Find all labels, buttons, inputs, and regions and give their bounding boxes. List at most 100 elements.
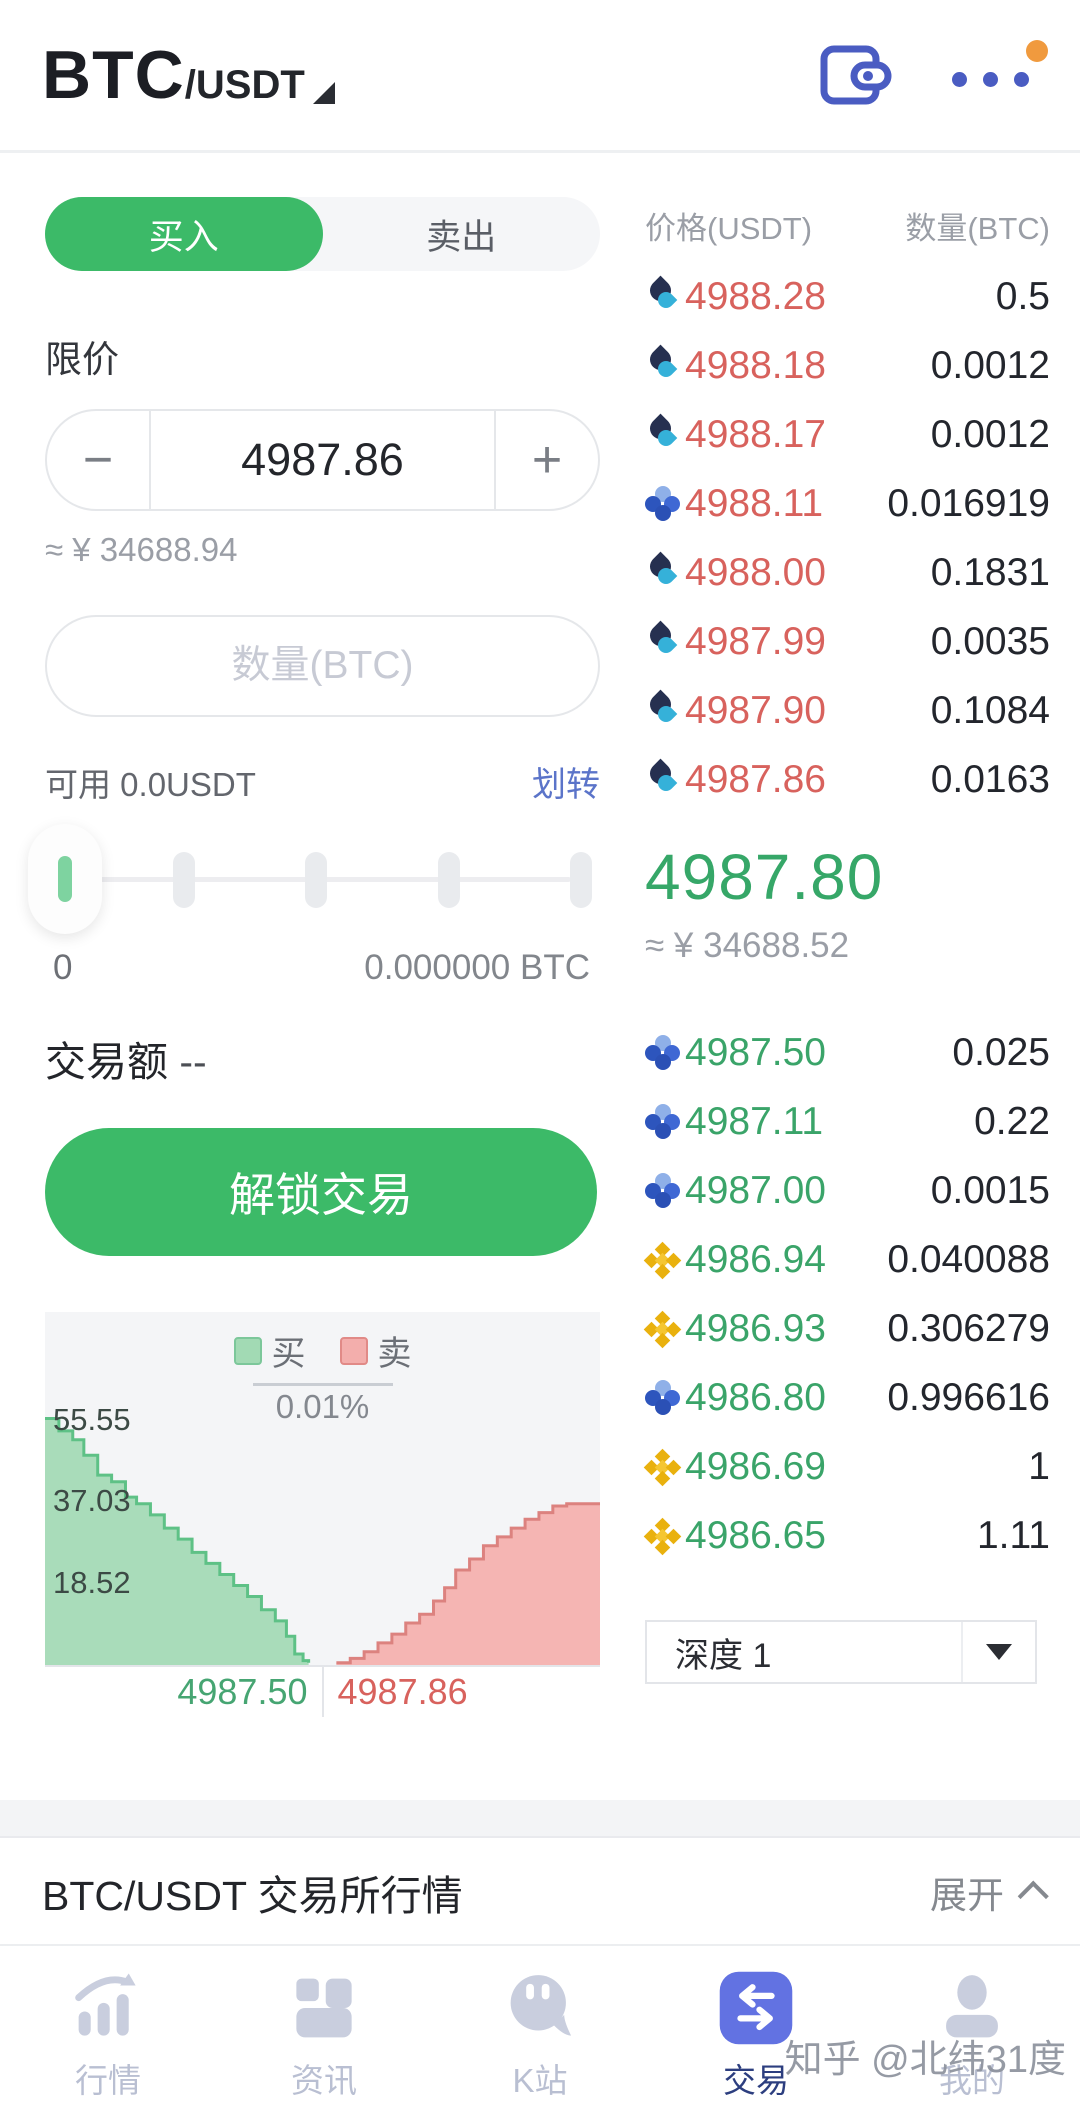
wallet-icon[interactable] (820, 43, 892, 107)
bid-row[interactable]: 4987.11 0.22 (645, 1087, 1050, 1156)
nav-item-trade[interactable]: 交易 (648, 1948, 864, 2099)
binance-icon (643, 1310, 682, 1348)
okex-icon (645, 1034, 681, 1071)
ask-price: 4988.17 (685, 412, 826, 456)
bid-row[interactable]: 4986.93 0.306279 (643, 1294, 1050, 1363)
ask-row[interactable]: 4988.11 0.016919 (645, 469, 1050, 538)
orderbook-amount-header: 数量(BTC) (905, 211, 1050, 246)
slider-thumb[interactable] (28, 824, 102, 934)
bid-amount: 0.306279 (887, 1306, 1050, 1350)
huobi-icon (645, 758, 681, 798)
amount-slider[interactable] (28, 824, 592, 934)
last-price-cny: ≈ ¥ 34688.52 (645, 926, 850, 965)
spread-bracket (252, 1383, 393, 1386)
bid-amount: 1 (1028, 1444, 1050, 1488)
bid-row[interactable]: 4987.50 0.025 (645, 1018, 1050, 1087)
total-label: 交易额 (45, 1039, 168, 1085)
ask-price: 4987.86 (685, 757, 826, 801)
bid-amount: 0.0015 (930, 1168, 1050, 1212)
kstation-icon (510, 1975, 572, 2036)
depth-ytick: 55.55 (53, 1401, 131, 1437)
bid-price: 4986.65 (685, 1513, 826, 1557)
ask-price: 4988.00 (685, 550, 826, 594)
more-menu-icon[interactable] (952, 40, 1048, 110)
bid-row[interactable]: 4986.65 1.11 (643, 1501, 1050, 1570)
ask-row[interactable]: 4988.17 0.0012 (645, 400, 1050, 469)
ask-amount: 0.0163 (930, 757, 1050, 801)
ask-price: 4988.11 (685, 481, 824, 525)
price-cny-estimate: ≈ ¥ 34688.94 (45, 531, 238, 568)
okex-icon (645, 485, 681, 522)
ask-price: 4988.18 (685, 343, 826, 387)
ask-row[interactable]: 4987.99 0.0035 (645, 607, 1050, 676)
exchange-market-title: BTC/USDT 交易所行情 (42, 1873, 463, 1919)
legend-buy-swatch (233, 1336, 262, 1365)
ask-row[interactable]: 4987.90 0.1084 (645, 676, 1050, 745)
buy-sell-tabs: 买入 卖出 (45, 197, 600, 271)
exchange-market-bar: BTC/USDT 交易所行情 展开 (0, 1840, 1080, 1946)
bottom-nav: 行情 资讯 K站 交易 我的 (0, 1948, 1080, 2099)
bid-row[interactable]: 4986.80 0.996616 (645, 1363, 1050, 1432)
pair-selector[interactable]: BTC /USDT (42, 36, 335, 114)
bid-amount: 0.025 (952, 1030, 1050, 1074)
notification-badge (1026, 40, 1048, 62)
slider-tick-75[interactable] (437, 852, 460, 908)
expand-toggle[interactable]: 展开 (930, 1865, 1049, 1919)
transfer-link[interactable]: 划转 (532, 766, 600, 804)
nav-item-profile[interactable]: 我的 (864, 1948, 1080, 2099)
huobi-icon (645, 413, 681, 453)
bid-row[interactable]: 4987.00 0.0015 (645, 1156, 1050, 1225)
pair-suffix-label: /USDT (184, 63, 305, 107)
ask-amount: 0.016919 (887, 481, 1050, 525)
unlock-trade-button[interactable]: 解锁交易 (45, 1128, 597, 1256)
bid-price: 4987.50 (685, 1030, 826, 1074)
chevron-down-icon (986, 1644, 1012, 1660)
depth-select[interactable]: 深度 1 (645, 1620, 1037, 1684)
orderbook-price-header: 价格(USDT) (645, 211, 813, 246)
slider-tick-100[interactable] (570, 852, 592, 908)
bid-row[interactable]: 4986.69 1 (643, 1432, 1050, 1501)
price-value[interactable]: 4987.86 (149, 411, 496, 509)
ask-amount: 0.1084 (930, 688, 1050, 732)
ask-row[interactable]: 4988.00 0.1831 (645, 538, 1050, 607)
nav-item-markets[interactable]: 行情 (0, 1948, 216, 2099)
ask-amount: 0.0012 (930, 412, 1050, 456)
order-type-label[interactable]: 限价 (45, 339, 119, 380)
price-minus-button[interactable]: − (82, 431, 114, 489)
app-header: BTC /USDT (0, 0, 1080, 150)
slider-value-label: 0.000000 BTC (364, 948, 590, 987)
binance-icon (643, 1241, 682, 1279)
huobi-icon (645, 275, 681, 315)
depth-ask-price-label: 4987.86 (337, 1671, 468, 1712)
ask-row[interactable]: 4987.86 0.0163 (645, 745, 1050, 814)
bid-price: 4987.00 (685, 1168, 826, 1212)
ask-row[interactable]: 4988.28 0.5 (645, 262, 1050, 331)
tab-sell[interactable]: 卖出 (426, 217, 497, 257)
ask-price: 4987.90 (685, 688, 826, 732)
huobi-icon (645, 344, 681, 384)
depth-ytick: 37.03 (53, 1483, 131, 1519)
tab-buy[interactable]: 买入 (45, 197, 323, 271)
nav-item-kstation[interactable]: K站 (432, 1948, 648, 2099)
bid-row[interactable]: 4986.94 0.040088 (643, 1225, 1050, 1294)
binance-icon (643, 1448, 682, 1486)
legend-sell-label: 卖 (377, 1335, 412, 1373)
ask-row[interactable]: 4988.18 0.0012 (645, 331, 1050, 400)
okex-icon (645, 1103, 681, 1140)
chevron-up-icon (1017, 1880, 1049, 1912)
ask-amount: 0.1831 (930, 550, 1050, 594)
bid-rows: 4987.50 0.025 4987.11 0.22 4987.00 0.001… (643, 1018, 1050, 1570)
slider-tick-25[interactable] (172, 852, 195, 908)
ask-price: 4988.28 (685, 274, 826, 318)
slider-tick-50[interactable] (305, 852, 327, 908)
bid-price: 4986.69 (685, 1444, 826, 1488)
bid-amount: 0.040088 (887, 1237, 1050, 1281)
nav-item-news[interactable]: 资讯 (216, 1948, 432, 2099)
amount-input[interactable] (45, 615, 600, 717)
ask-amount: 0.5 (995, 274, 1050, 318)
bid-amount: 0.22 (974, 1099, 1050, 1143)
bid-amount: 0.996616 (887, 1375, 1050, 1419)
section-separator-band (0, 1800, 1080, 1838)
price-plus-button[interactable]: + (531, 431, 563, 489)
